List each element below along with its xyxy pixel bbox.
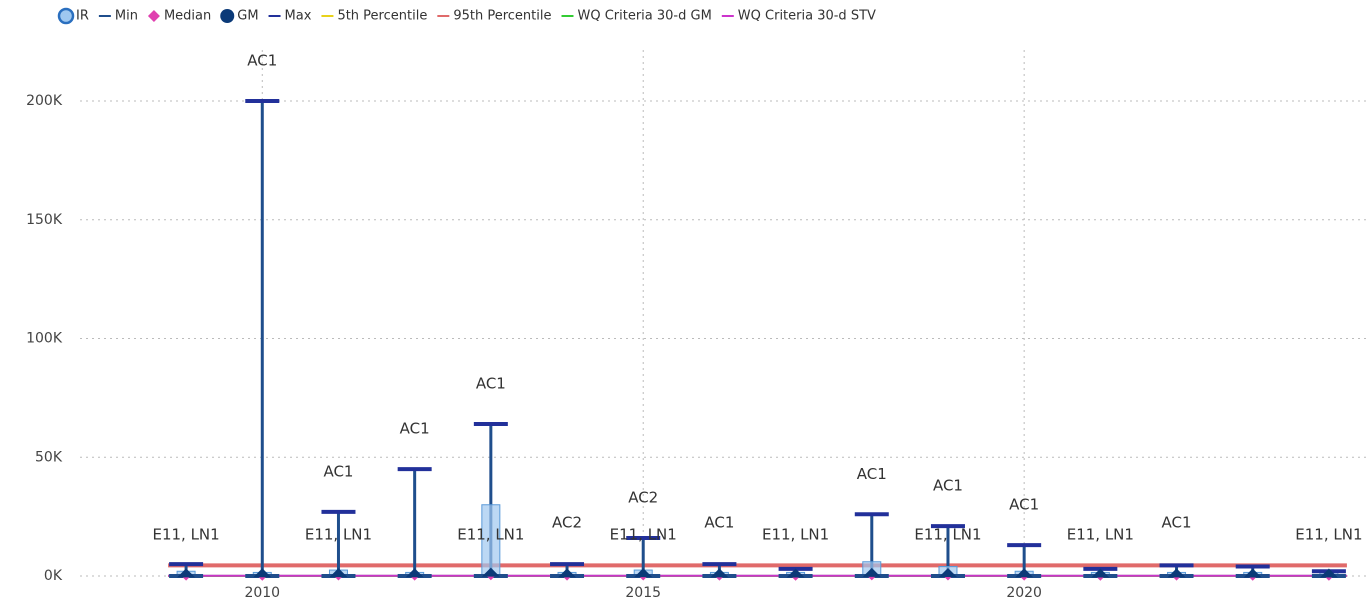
legend-marker: [57, 7, 75, 25]
gm-marker: [253, 568, 272, 578]
legend-label: IR: [76, 9, 89, 24]
legend-label: 5th Percentile: [337, 9, 427, 24]
min-label: E11, LN1: [457, 526, 524, 544]
gm-marker: [634, 568, 653, 578]
x-tick-label: 2010: [244, 585, 280, 601]
legend: IR Min Median GM Max 5th Percentile 95th Perce…: [57, 7, 876, 25]
min-label: E11, LN1: [610, 526, 677, 544]
gm-marker: [1243, 568, 1262, 578]
gm-marker: [862, 567, 881, 577]
gm-marker: [558, 568, 577, 578]
gm-marker: [938, 568, 957, 578]
legend-label: Min: [115, 9, 138, 24]
max-label: AC1: [400, 420, 430, 438]
gm-marker: [177, 568, 196, 578]
gm-marker: [1091, 568, 1110, 578]
legend-label: 95th Percentile: [453, 9, 551, 24]
max-label: AC2: [552, 514, 582, 532]
min-label: E11, LN1: [1067, 526, 1134, 544]
max-label: AC1: [323, 462, 353, 480]
legend-marker: [220, 9, 235, 23]
max-label: AC1: [857, 465, 887, 483]
gm-marker: [710, 568, 729, 578]
gm-marker: [1015, 568, 1034, 578]
x-tick-label: 2020: [1006, 585, 1042, 601]
y-tick-label: 200K: [26, 93, 63, 109]
max-label: AC1: [933, 477, 963, 495]
legend-marker: [147, 10, 160, 22]
gm-marker: [405, 568, 424, 578]
legend-label: GM: [237, 9, 258, 24]
y-tick-label: 100K: [26, 331, 63, 347]
legend-label: WQ Criteria 30-d GM: [577, 9, 711, 24]
legend-label: WQ Criteria 30-d STV: [738, 9, 876, 24]
max-label: AC1: [247, 52, 277, 70]
min-label: E11, LN1: [914, 526, 981, 544]
min-label: E11, LN1: [152, 526, 219, 544]
gm-marker: [329, 568, 348, 578]
y-tick-label: 150K: [26, 212, 63, 228]
max-label: AC2: [628, 489, 658, 507]
legend-label: Max: [285, 9, 312, 24]
min-label: E11, LN1: [1295, 526, 1362, 544]
max-label: AC1: [476, 375, 506, 393]
gm-marker: [786, 568, 805, 578]
y-tick-label: 0K: [44, 568, 63, 584]
y-tick-label: 50K: [35, 449, 63, 465]
x-tick-label: 2015: [625, 585, 661, 601]
gm-marker: [481, 567, 500, 577]
gm-marker: [1319, 568, 1338, 578]
gm-marker: [1167, 568, 1186, 578]
min-label: E11, LN1: [762, 526, 829, 544]
legend-label: Median: [164, 9, 211, 24]
max-label: AC1: [1009, 496, 1039, 514]
max-label: AC1: [704, 514, 734, 532]
max-label: AC1: [1162, 514, 1192, 532]
min-label: E11, LN1: [305, 526, 372, 544]
